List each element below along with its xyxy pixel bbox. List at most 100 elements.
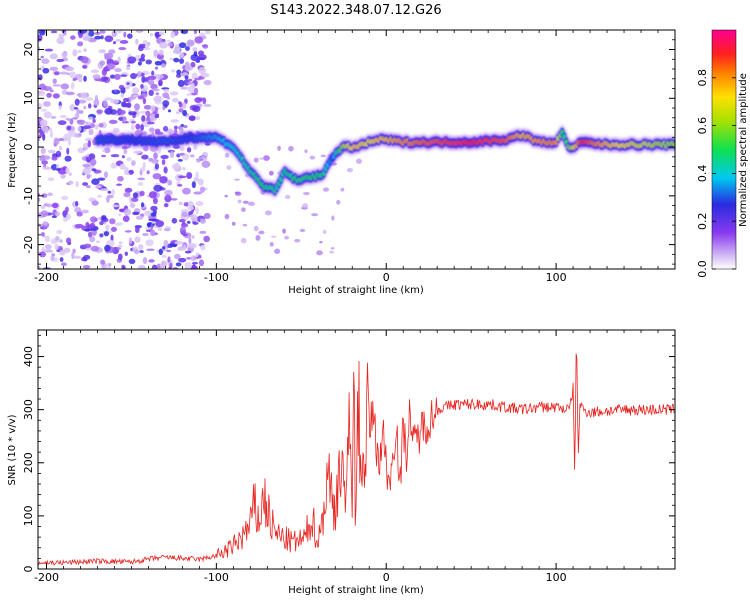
colorbar-tick-label: 0.8 [696,69,709,87]
noise-blob [82,264,91,269]
noise-blob [176,69,182,75]
noise-blob [171,97,179,103]
noise-blob [309,155,316,160]
noise-blob [134,236,141,243]
noise-blob [103,147,111,154]
noise-blob [193,191,203,195]
y-tick-label: 10 [22,91,35,105]
noise-blob [81,209,89,214]
noise-blob [58,105,62,111]
noise-blob [89,222,96,229]
noise-blob [68,180,74,185]
noise-blob [171,119,179,123]
noise-blob [82,182,89,186]
noise-blob [59,249,66,256]
snr-x-axis-label: Height of straight line (km) [288,585,424,596]
noise-blob [224,152,230,158]
noise-blob [138,45,144,52]
noise-blob [137,95,145,100]
noise-blob [140,53,145,60]
noise-blob [182,233,188,237]
noise-blob [170,31,176,39]
noise-blob [182,244,187,251]
y-tick-label: -20 [22,236,35,254]
snr-y-axis-label: SNR (10 * v/v) [7,414,18,485]
noise-blob [56,229,63,235]
noise-blob [139,190,145,197]
noise-blob [195,207,199,215]
noise-blob [148,259,155,263]
noise-blob [63,31,67,36]
noise-blob [174,240,184,245]
noise-blob [53,236,61,243]
noise-blob [198,67,207,75]
noise-blob [118,213,122,217]
noise-blob [113,62,119,65]
chart-title: S143.2022.348.07.12.G26 [270,3,441,18]
noise-blob [91,168,97,172]
noise-blob [179,42,187,49]
noise-blob [158,49,164,56]
noise-blob [182,187,191,195]
noise-blob [183,202,190,207]
noise-blob [102,149,106,153]
noise-blob [346,168,354,173]
noise-blob [149,32,153,37]
noise-blob [155,74,164,79]
noise-blob [137,181,144,186]
colorbar-ticks: 0.0 0.2 0.4 0.6 0.8 [696,69,736,278]
noise-blob [253,225,259,232]
noise-blob [131,160,136,167]
noise-blob [87,30,95,37]
noise-blob [64,206,69,213]
noise-blob [147,75,157,81]
noise-blob [59,115,67,118]
noise-blob [138,244,144,250]
noise-blob [110,226,117,232]
noise-blob [148,127,155,133]
noise-blob [201,160,211,168]
noise-blob [135,38,139,45]
noise-blob [185,46,190,51]
noise-blob [38,197,41,203]
noise-blob [107,63,116,70]
noise-blob [181,102,187,109]
noise-blob [94,94,98,102]
noise-blob [137,70,142,77]
noise-blob [180,86,189,90]
noise-blob [237,199,242,204]
noise-blob [150,83,158,90]
noise-blob [59,71,68,75]
noise-blob [82,163,91,168]
noise-blob [173,57,180,63]
noise-blob [151,264,158,269]
noise-blob [130,72,138,80]
noise-blob [105,196,110,203]
noise-blob [192,221,199,225]
noise-blob [195,200,204,207]
noise-blob [39,251,47,258]
noise-blob [294,238,301,243]
noise-blob [99,60,106,66]
noise-blob [42,166,52,171]
noise-blob [153,184,163,192]
noise-blob [194,97,203,103]
noise-blob [56,58,65,63]
noise-blob [99,188,109,192]
noise-blob [190,82,195,88]
noise-blob [65,237,72,244]
noise-blob [128,96,136,100]
noise-blob [90,69,100,74]
y-tick-label: 0 [22,144,35,151]
noise-blob [355,158,363,164]
noise-blob [181,211,188,217]
noise-blob [132,87,140,95]
noise-blob [45,249,54,253]
noise-blob [140,84,144,89]
noise-blob [143,104,152,110]
noise-blob [83,48,87,52]
noise-blob [224,213,230,220]
noise-blob [170,198,178,201]
noise-blob [103,53,109,57]
